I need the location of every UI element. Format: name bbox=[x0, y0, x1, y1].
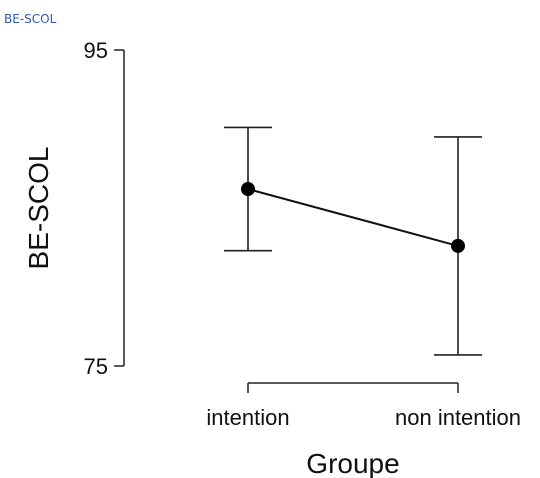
series bbox=[241, 182, 465, 253]
x-tick-label: intention bbox=[206, 405, 289, 430]
y-tick-label: 75 bbox=[84, 354, 108, 379]
y-axis-title: BE-SCOL bbox=[23, 147, 54, 270]
y-tick-label: 95 bbox=[84, 38, 108, 63]
y-axis: 75 95 bbox=[84, 38, 125, 379]
data-point bbox=[241, 182, 255, 197]
axis-titles: Groupe BE-SCOL bbox=[23, 147, 400, 478]
data-point bbox=[451, 238, 465, 253]
series-line bbox=[247, 188, 459, 247]
corner-label: BE-SCOL bbox=[4, 12, 57, 26]
x-tick-label: non intention bbox=[395, 405, 521, 430]
x-axis: intention non intention bbox=[206, 382, 521, 430]
x-axis-title: Groupe bbox=[306, 448, 399, 478]
